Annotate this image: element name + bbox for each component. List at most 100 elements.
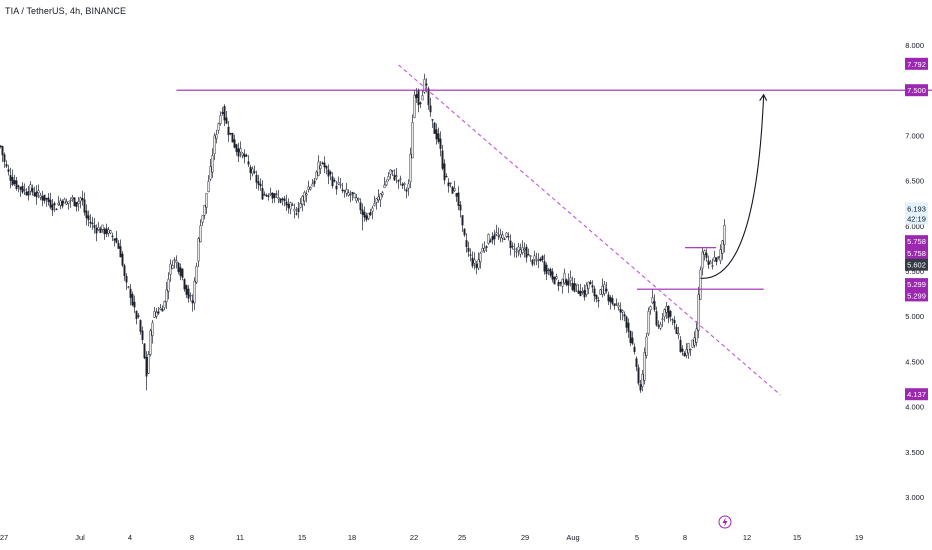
projection-arrow[interactable] (700, 94, 765, 279)
x-tick-label: 5 (635, 533, 639, 542)
candle-body (577, 290, 580, 294)
candle-body (135, 311, 138, 319)
candle-body (329, 171, 332, 175)
candle-body (665, 305, 668, 313)
chart-title: TIA / TetherUS, 4h, BINANCE (5, 6, 127, 16)
candle-body (327, 169, 330, 177)
candle-body (47, 197, 50, 203)
candle-body (229, 132, 232, 135)
candle-body (39, 195, 42, 198)
candle-body (541, 255, 544, 261)
candle-body (267, 195, 270, 197)
candle-body (471, 257, 474, 267)
candle-body (147, 354, 150, 374)
candle-body (25, 191, 28, 196)
candle-body (691, 339, 694, 348)
candle-body (521, 247, 524, 253)
y-tick-label: 3.500 (905, 448, 924, 457)
candle-body (131, 294, 134, 306)
time-axis[interactable]: 27 Jul 4 8 11 15 18 22 25 29 Aug 5 8 12 15 19 (0, 533, 863, 542)
candle-body (311, 183, 314, 187)
candle-body (715, 257, 718, 263)
candle-body (115, 237, 118, 243)
candle-body (179, 267, 182, 277)
candle-body (443, 163, 446, 181)
candle-body (275, 193, 278, 195)
price-tags-layer: 7.792 7.500 6.193 42:19 5.758 5.758 5.602 5.299… (905, 57, 928, 401)
candle-body (693, 337, 696, 346)
candle-body (403, 182, 406, 185)
price-axis[interactable]: 8.000 7.000 6.500 6.000 5.500 5.000 4.500 4.000… (905, 41, 924, 502)
dashed-trendline[interactable] (398, 64, 781, 396)
candle-body (153, 311, 156, 318)
candle-body (469, 254, 472, 256)
candle-body (299, 203, 302, 208)
candle-body (107, 229, 110, 234)
candle-body (373, 203, 376, 206)
candle-body (547, 269, 550, 272)
candle-body (331, 176, 334, 187)
candle-body (155, 311, 158, 317)
candle-body (347, 192, 350, 196)
candle-body (531, 259, 534, 265)
candle-body (35, 191, 38, 198)
candle-body (391, 169, 394, 172)
candle-body (125, 275, 128, 283)
candle-body (79, 197, 82, 202)
candle-body (213, 135, 216, 155)
candle-body (269, 192, 272, 195)
candle-body (419, 102, 422, 105)
candle-body (59, 200, 62, 206)
candle-body (459, 204, 462, 211)
candle-body (573, 283, 576, 292)
candle-body (3, 154, 6, 162)
candle-body (367, 212, 370, 219)
candle-body (273, 193, 276, 199)
candle-body (103, 228, 106, 234)
candle-body (371, 207, 374, 212)
candle-body (389, 169, 392, 175)
candle-body (221, 111, 224, 114)
x-tick-label: Aug (566, 533, 579, 542)
candle-body (615, 303, 618, 305)
candle-body (71, 196, 74, 200)
candle-body (415, 94, 418, 99)
candle-body (511, 245, 514, 248)
candle-body (505, 232, 508, 237)
candle-body (247, 161, 250, 165)
candle-body (639, 384, 642, 391)
candle-body (51, 204, 54, 211)
candle-body (121, 253, 124, 266)
candle-body (709, 261, 712, 265)
flash-icon[interactable] (718, 515, 732, 529)
candle-body (585, 284, 588, 295)
candle-body (699, 269, 702, 300)
candle-body (31, 187, 34, 193)
x-tick-label: 4 (128, 533, 132, 542)
price-tag-bg (905, 388, 928, 401)
candle-body (341, 189, 344, 191)
candle-body (217, 123, 220, 131)
candle-body (81, 197, 84, 201)
candle-body (363, 211, 366, 218)
candle-body (463, 228, 466, 236)
price-tag-label: 7.792 (907, 60, 926, 69)
candle-body (533, 255, 536, 260)
price-tag-label: 5.299 (907, 291, 926, 300)
candle-body (377, 196, 380, 201)
candle-body (539, 258, 542, 262)
candle-body (139, 320, 142, 332)
price-tag-label: 5.299 (907, 280, 926, 289)
candle-body (315, 171, 318, 180)
candle-body (305, 193, 308, 196)
x-tick-label: 25 (458, 533, 466, 542)
candle-body (265, 195, 268, 197)
candle-body (383, 184, 386, 189)
candle-body (513, 248, 516, 251)
candle-body (425, 83, 428, 86)
x-tick-label: Jul (75, 533, 85, 542)
candle-body (13, 180, 16, 184)
candle-body (239, 148, 242, 153)
